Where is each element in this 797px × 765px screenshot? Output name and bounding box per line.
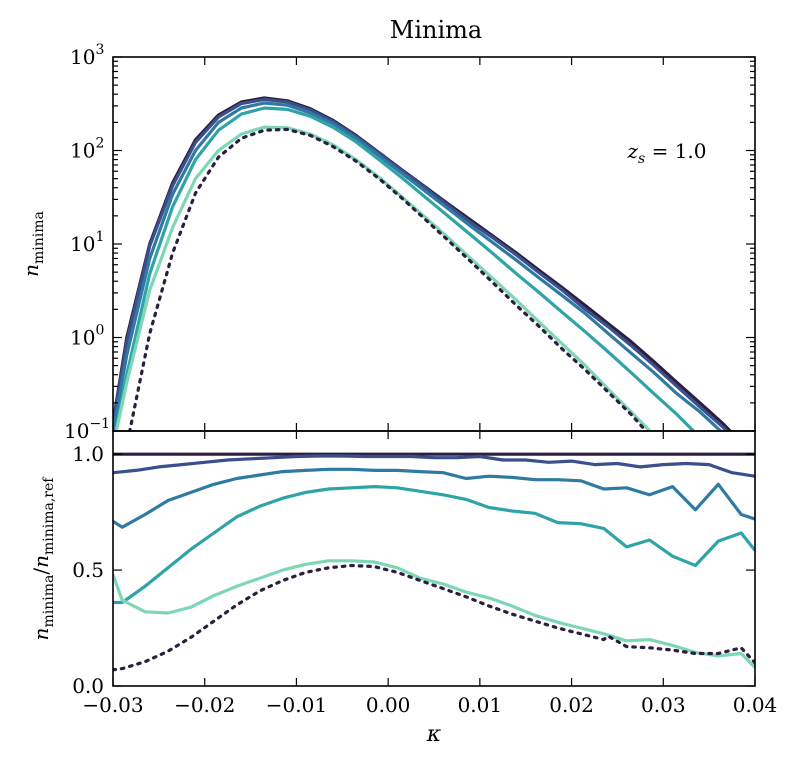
top-series-2 — [113, 97, 729, 431]
source-redshift-annotation: zs = 1.0 — [626, 139, 706, 167]
top-y-tick-label: 10−1 — [64, 416, 110, 443]
x-tick-label: 0.02 — [549, 693, 594, 717]
x-tick-label: −0.01 — [266, 693, 327, 717]
top-y-tick-label: 103 — [70, 42, 104, 69]
bottom-y-axis-label: nminima/nminima,ref — [29, 476, 57, 641]
x-tick-label: −0.03 — [82, 693, 143, 717]
x-axis-label: κ — [426, 722, 442, 747]
top-series-6 — [128, 127, 649, 431]
x-tick-label: 0.01 — [458, 693, 503, 717]
top-y-tick-label: 102 — [70, 136, 104, 163]
bottom-series-3 — [113, 467, 755, 529]
top-series-group — [113, 96, 733, 431]
bottom-y-tick-label: 1.0 — [72, 442, 104, 466]
bottom-panel: 0.0 0.5 1.0 nminima/nminima,ref — [29, 430, 756, 698]
x-axis-ticks: −0.03 −0.02 −0.01 0.00 0.01 0.02 0.03 0.04 — [82, 57, 777, 717]
bottom-series-4 — [113, 485, 755, 605]
x-tick-label: 0.03 — [641, 693, 686, 717]
bottom-y-tick-label: 0.5 — [72, 558, 104, 582]
bottom-series-group — [113, 452, 755, 672]
bottom-series-5 — [113, 559, 755, 669]
bottom-axes-frame — [112, 430, 756, 687]
bottom-y-tick-label: 0.0 — [72, 674, 104, 698]
top-y-tick-label: 101 — [70, 229, 104, 256]
chart-title: Minima — [390, 16, 482, 44]
top-y-tick-exponent: 1 — [95, 229, 104, 245]
bottom-ticks: 0.0 0.5 1.0 — [72, 442, 755, 698]
top-y-tick-exponent: 0 — [95, 323, 104, 339]
top-y-axis-label: nminima — [19, 211, 47, 277]
top-series-5 — [114, 125, 653, 431]
top-y-tick-exponent: 2 — [95, 136, 104, 152]
top-y-tick-label: 100 — [70, 323, 104, 350]
x-tick-label: 0.04 — [733, 693, 778, 717]
top-series-3 — [113, 101, 723, 431]
x-tick-label: 0.00 — [366, 693, 411, 717]
x-tick-label: −0.02 — [174, 693, 235, 717]
top-y-tick-exponent: 3 — [95, 42, 104, 58]
bottom-series-2 — [113, 454, 755, 478]
top-y-tick-exponent: −1 — [89, 416, 110, 432]
top-series-4 — [114, 106, 696, 431]
bottom-series-6 — [113, 563, 755, 672]
